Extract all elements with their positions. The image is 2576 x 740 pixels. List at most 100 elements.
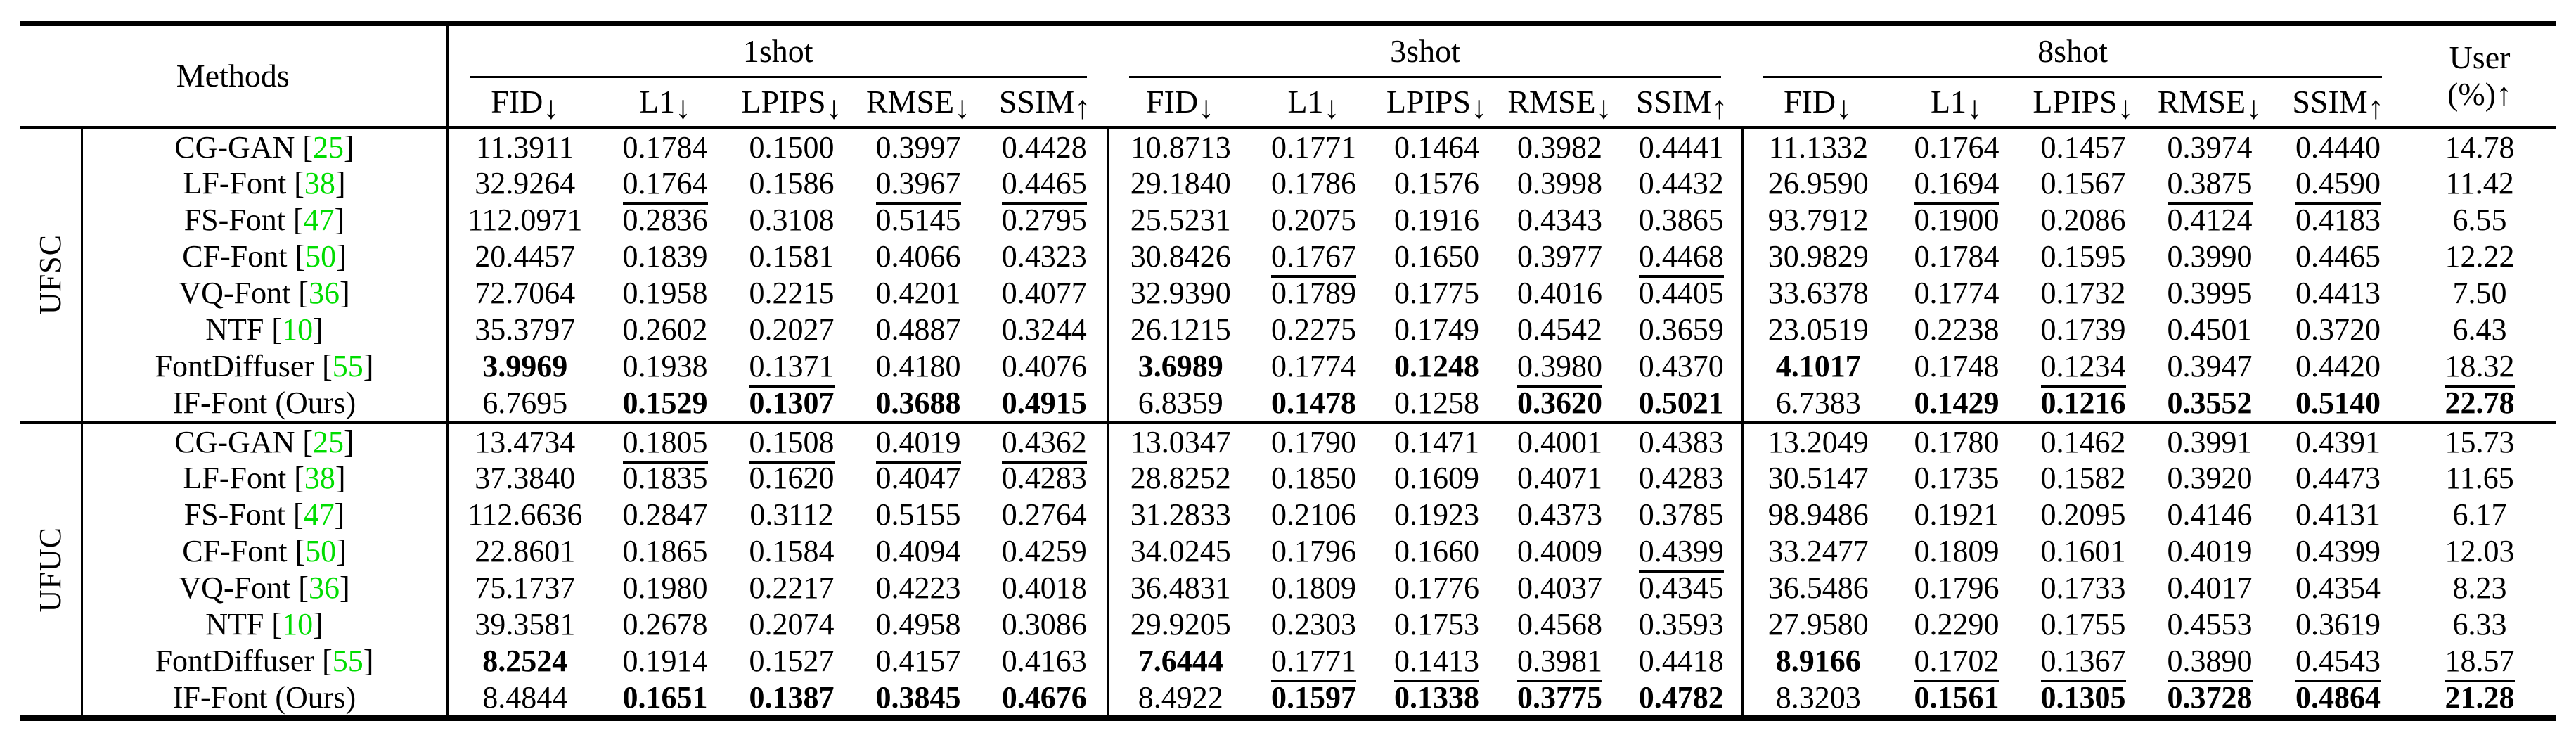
table-row-ufsc-fs-font: FS-Font [47] 112.0971 0.2836 0.3108 0.5145 0.… <box>20 201 2556 238</box>
metric-value: 8.4844 <box>482 680 568 719</box>
user-score-cell: 6.55 <box>2403 202 2556 238</box>
metric-value: 0.1529 <box>622 385 708 420</box>
metric-direction-arrow-icon: ↓ <box>1471 89 1488 125</box>
metric-cell: 0.1413 <box>1375 643 1498 682</box>
metric-cell: 0.1755 <box>2020 606 2146 643</box>
metric-header-8shot-lpips: LPIPS↓ <box>2020 78 2146 127</box>
metric-cell: 0.1774 <box>1893 275 2020 312</box>
citation-link[interactable]: 55 <box>332 644 363 678</box>
metric-name: LPIPS <box>741 84 826 120</box>
user-score-cell: 11.65 <box>2403 460 2556 497</box>
metric-cell: 0.1702 <box>1893 643 2020 682</box>
metric-value: 0.4568 <box>1517 607 1603 642</box>
user-score-value: 18.57 <box>2445 644 2515 682</box>
metric-value: 0.1457 <box>2040 129 2126 165</box>
metric-direction-arrow-icon: ↓ <box>825 89 842 125</box>
metric-value: 36.4831 <box>1130 570 1231 605</box>
citation-link[interactable]: 25 <box>313 129 344 165</box>
metric-cell: 0.4553 <box>2146 606 2273 643</box>
metric-value: 0.2215 <box>749 276 835 310</box>
metric-value: 0.2217 <box>749 570 835 605</box>
metric-value: 11.1332 <box>1768 129 1868 165</box>
metric-cell: 0.4201 <box>855 275 981 312</box>
metric-cell: 0.1651 <box>602 680 728 718</box>
metric-value: 0.1508 <box>749 424 835 464</box>
user-score-value: 22.78 <box>2445 385 2515 420</box>
user-score-value: 8.23 <box>2452 570 2507 605</box>
citation-link[interactable]: 25 <box>313 424 344 459</box>
citation-link[interactable]: 38 <box>304 166 335 200</box>
metric-direction-arrow-icon: ↓ <box>2246 89 2262 125</box>
citation-link[interactable]: 36 <box>308 276 340 310</box>
metric-value: 0.1784 <box>622 129 708 165</box>
citation-open-bracket: [ <box>271 607 283 642</box>
metric-name: RMSE <box>2157 84 2246 120</box>
user-score-cell: 7.50 <box>2403 275 2556 312</box>
table-row-ufsc-fontdiffuser: FontDiffuser [55] 3.9969 0.1938 0.1371 0.418… <box>20 347 2556 388</box>
metric-cell: 0.2290 <box>1893 606 2020 643</box>
metric-value: 0.4542 <box>1517 312 1603 347</box>
metric-cell: 0.4066 <box>855 238 981 275</box>
metric-value: 4.1017 <box>1775 349 1861 383</box>
metric-value: 0.2095 <box>2040 497 2126 532</box>
metric-value: 0.4543 <box>2295 644 2381 682</box>
methods-header: Methods <box>20 23 449 127</box>
metric-cell: 0.1809 <box>1893 533 2020 570</box>
citation-link[interactable]: 50 <box>305 239 337 274</box>
method-name: IF-Font <box>172 385 276 420</box>
metric-value: 8.4922 <box>1138 680 1223 719</box>
metric-value: 0.2678 <box>622 607 708 642</box>
citation-link[interactable]: 47 <box>303 203 335 237</box>
method-label: CF-Font [50] <box>82 238 449 275</box>
metric-cell: 0.4076 <box>981 347 1109 385</box>
user-score-cell: 22.78 <box>2403 385 2556 423</box>
metric-cell: 0.3995 <box>2146 275 2273 312</box>
metric-cell: 0.3244 <box>981 311 1109 348</box>
metric-value: 0.1234 <box>2040 349 2126 388</box>
citation-link[interactable]: 47 <box>303 497 335 532</box>
metric-value: 0.3875 <box>2167 166 2253 205</box>
metric-cell: 0.4418 <box>1621 642 1744 680</box>
metric-value: 0.1527 <box>749 644 835 678</box>
metric-cell: 0.4157 <box>855 643 981 680</box>
citation-link[interactable]: 10 <box>282 312 314 347</box>
citation-link[interactable]: 10 <box>282 607 314 642</box>
citation-link[interactable]: 38 <box>304 461 335 495</box>
metric-cell: 0.1371 <box>728 348 855 388</box>
metric-value: 0.4037 <box>1517 570 1603 605</box>
metric-cell: 0.1595 <box>2020 238 2146 275</box>
user-score-value: 6.43 <box>2452 312 2507 347</box>
metric-value: 30.8426 <box>1130 239 1231 274</box>
metric-cell: 0.1307 <box>728 385 855 423</box>
table-row-ufuc-cg-gan: UFUC CG-GAN [25] 13.4734 0.1805 0.1508 0.4019… <box>20 422 2556 718</box>
citation-link[interactable]: 50 <box>305 534 337 568</box>
metric-value: 0.2764 <box>1001 497 1087 532</box>
metric-cell: 8.2524 <box>447 643 602 680</box>
metric-cell: 0.4283 <box>981 459 1109 497</box>
metric-cell: 0.2678 <box>602 606 728 643</box>
citation-link[interactable]: 36 <box>308 570 340 605</box>
metric-cell: 0.3977 <box>1498 238 1621 275</box>
metric-value: 0.3593 <box>1638 607 1724 642</box>
metric-cell: 0.1796 <box>1893 570 2020 606</box>
metric-value: 0.1786 <box>1271 166 1357 200</box>
metric-value: 0.3785 <box>1638 497 1724 532</box>
metric-value: 0.4428 <box>1001 129 1087 165</box>
metric-value: 6.7695 <box>482 385 568 424</box>
metric-value: 0.2075 <box>1271 203 1357 237</box>
metric-cell: 0.1733 <box>2020 570 2146 606</box>
metric-cell: 3.9969 <box>447 348 602 385</box>
metric-cell: 0.1567 <box>2020 165 2146 202</box>
metric-cell: 0.1865 <box>602 533 728 570</box>
metric-value: 0.1850 <box>1271 461 1357 495</box>
metric-value: 0.1780 <box>1914 424 1999 459</box>
user-score-cell: 12.03 <box>2403 533 2556 570</box>
metric-cell: 36.4831 <box>1108 570 1252 606</box>
table-row-ufsc-if-font: IF-Font (Ours) 6.7695 0.1529 0.1307 0.3688 0.… <box>20 384 2556 424</box>
metric-cell: 0.3982 <box>1498 127 1621 165</box>
citation-link[interactable]: 55 <box>332 349 363 383</box>
user-score-cell: 15.73 <box>2403 422 2556 460</box>
section-body-ufsc: UFSC CG-GAN [25] 11.3911 0.1784 0.1500 0.3997… <box>20 127 2556 424</box>
citation-close-bracket: ] <box>313 607 323 642</box>
method-label: IF-Font (Ours) <box>82 679 449 718</box>
